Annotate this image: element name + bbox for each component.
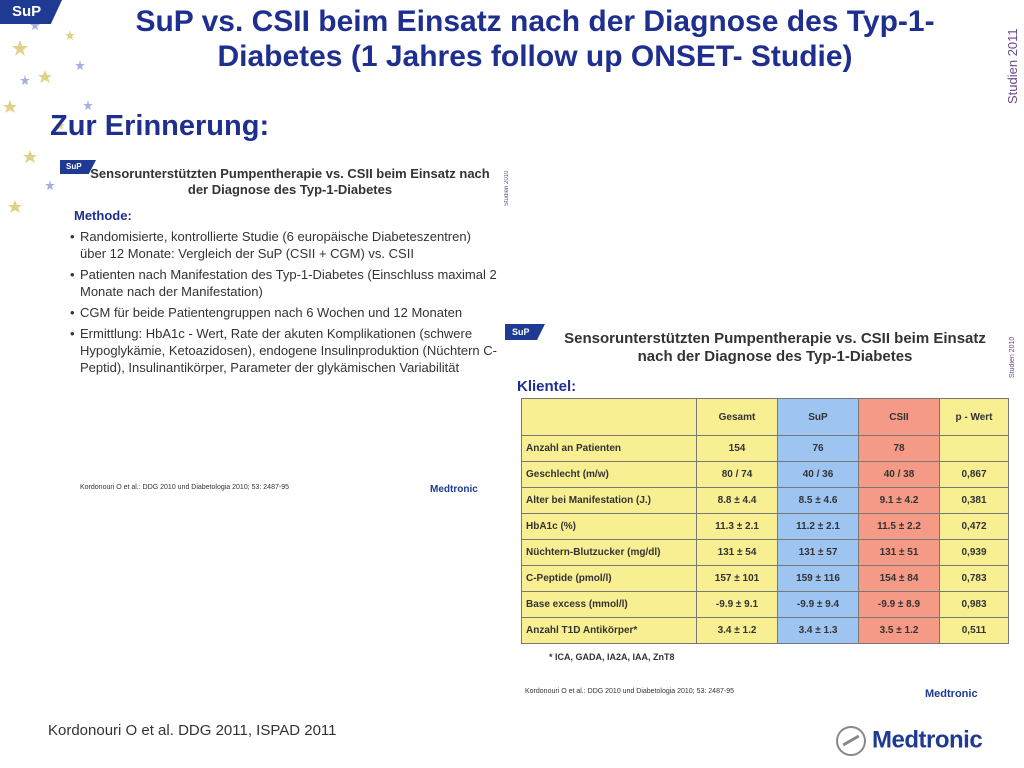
table-row: C-Peptide (pmol/l) 157 ± 101 159 ± 116 154 … [521, 565, 1009, 592]
table-row: Anzahl an Patienten 154 76 78 [521, 435, 1009, 462]
sup-cell: 131 ± 57 [777, 539, 859, 566]
slide2-reference: Kordonouri O et al.: DDG 2010 und Diabet… [525, 688, 734, 695]
csii-cell: 131 ± 51 [858, 539, 940, 566]
table-row: Nüchtern-Blutzucker (mg/dl) 131 ± 54 131 ±… [521, 539, 1009, 566]
sup-cell: 76 [777, 435, 859, 462]
gesamt-cell: 157 ± 101 [696, 565, 778, 592]
sup-cell: 3.4 ± 1.3 [777, 617, 859, 644]
medtronic-logo-icon [836, 726, 866, 756]
p-value-cell: 0,511 [939, 617, 1009, 644]
slide2-section-heading: Klientel: [517, 378, 577, 395]
methods-slide-image: SuP Sensorunterstützten Pumpentherapie v… [60, 160, 510, 500]
slide1-reference: Kordonouri O et al.: DDG 2010 und Diabet… [80, 484, 289, 491]
gesamt-cell: 8.8 ± 4.4 [696, 487, 778, 514]
sup-cell: -9.9 ± 9.4 [777, 591, 859, 618]
list-item: Randomisierte, kontrollierte Studie (6 e… [68, 228, 500, 262]
table-row: Alter bei Manifestation (J.) 8.8 ± 4.4 8.5… [521, 487, 1009, 514]
row-label: Anzahl an Patienten [521, 435, 697, 462]
csii-cell: 78 [858, 435, 940, 462]
p-value-cell [939, 435, 1009, 462]
gesamt-cell: 131 ± 54 [696, 539, 778, 566]
table-footnote: * ICA, GADA, IA2A, IAA, ZnT8 [549, 652, 675, 662]
slide2-side-label: Studien 2010 [1009, 336, 1016, 378]
sup-cell: 159 ± 116 [777, 565, 859, 592]
slide2-badge: SuP [505, 324, 545, 340]
gesamt-cell: -9.9 ± 9.1 [696, 591, 778, 618]
row-label: C-Peptide (pmol/l) [521, 565, 697, 592]
list-item: CGM für beide Patientengruppen nach 6 Wo… [68, 304, 500, 321]
gesamt-cell: 80 / 74 [696, 461, 778, 488]
slide1-title: Sensorunterstützten Pumpentherapie vs. C… [90, 166, 490, 197]
csii-cell: 154 ± 84 [858, 565, 940, 592]
bottom-reference: Kordonouri O et al. DDG 2011, ISPAD 2011 [48, 722, 337, 739]
list-item: Patienten nach Manifestation des Typ-1-D… [68, 266, 500, 300]
medtronic-logo-text: Medtronic [872, 726, 983, 754]
table-header-row: Gesamt SuP CSII p - Wert [521, 398, 1009, 436]
slide2-logo: Medtronic [925, 688, 978, 700]
gesamt-cell: 3.4 ± 1.2 [696, 617, 778, 644]
p-value-cell: 0,939 [939, 539, 1009, 566]
p-value-cell: 0,381 [939, 487, 1009, 514]
table-row: Geschlecht (m/w) 80 / 74 40 / 36 40 / 38 0,8… [521, 461, 1009, 488]
row-label: HbA1c (%) [521, 513, 697, 540]
list-item: Ermittlung: HbA1c - Wert, Rate der akute… [68, 325, 500, 376]
studies-side-label: Studien 2011 [1005, 28, 1020, 104]
row-label: Alter bei Manifestation (J.) [521, 487, 697, 514]
row-label: Base excess (mmol/l) [521, 591, 697, 618]
sup-cell: 11.2 ± 2.1 [777, 513, 859, 540]
patients-slide-image: SuP Sensorunterstützten Pumpentherapie v… [505, 322, 1020, 714]
table-row: Base excess (mmol/l) -9.9 ± 9.1 -9.9 ± 9.4… [521, 591, 1009, 618]
medtronic-logo: Medtronic [836, 726, 983, 756]
slide1-badge: SuP [60, 160, 96, 174]
patient-characteristics-table: Gesamt SuP CSII p - Wert Anzahl an Patie… [521, 398, 1009, 644]
methods-list: Randomisierte, kontrollierte Studie (6 e… [68, 228, 500, 380]
table-row: Anzahl T1D Antikörper* 3.4 ± 1.2 3.4 ± 1.3… [521, 617, 1009, 644]
sup-badge: SuP [0, 0, 62, 24]
sup-cell: 8.5 ± 4.6 [777, 487, 859, 514]
slide2-title: Sensorunterstützten Pumpentherapie vs. C… [564, 330, 986, 365]
star-decoration [3, 20, 93, 213]
gesamt-cell: 11.3 ± 2.1 [696, 513, 778, 540]
col-header-sup: SuP [777, 398, 859, 436]
slide1-side-label: Studien 2010 [504, 170, 510, 206]
slide1-section-heading: Methode: [74, 208, 132, 223]
csii-cell: 3.5 ± 1.2 [858, 617, 940, 644]
csii-cell: 11.5 ± 2.2 [858, 513, 940, 540]
sup-cell: 40 / 36 [777, 461, 859, 488]
col-header-gesamt: Gesamt [696, 398, 778, 436]
p-value-cell: 0,867 [939, 461, 1009, 488]
gesamt-cell: 154 [696, 435, 778, 462]
csii-cell: 9.1 ± 4.2 [858, 487, 940, 514]
slide1-logo: Medtronic [430, 484, 478, 495]
csii-cell: 40 / 38 [858, 461, 940, 488]
section-subtitle: Zur Erinnerung: [50, 110, 270, 142]
col-header-label [521, 398, 697, 436]
col-header-csii: CSII [858, 398, 940, 436]
table-row: HbA1c (%) 11.3 ± 2.1 11.2 ± 2.1 11.5 ± 2.2 0… [521, 513, 1009, 540]
page-title: SuP vs. CSII beim Einsatz nach der Diagn… [135, 5, 935, 73]
row-label: Anzahl T1D Antikörper* [521, 617, 697, 644]
p-value-cell: 0,783 [939, 565, 1009, 592]
p-value-cell: 0,472 [939, 513, 1009, 540]
row-label: Nüchtern-Blutzucker (mg/dl) [521, 539, 697, 566]
col-header-p-value: p - Wert [939, 398, 1009, 436]
row-label: Geschlecht (m/w) [521, 461, 697, 488]
p-value-cell: 0,983 [939, 591, 1009, 618]
csii-cell: -9.9 ± 8.9 [858, 591, 940, 618]
